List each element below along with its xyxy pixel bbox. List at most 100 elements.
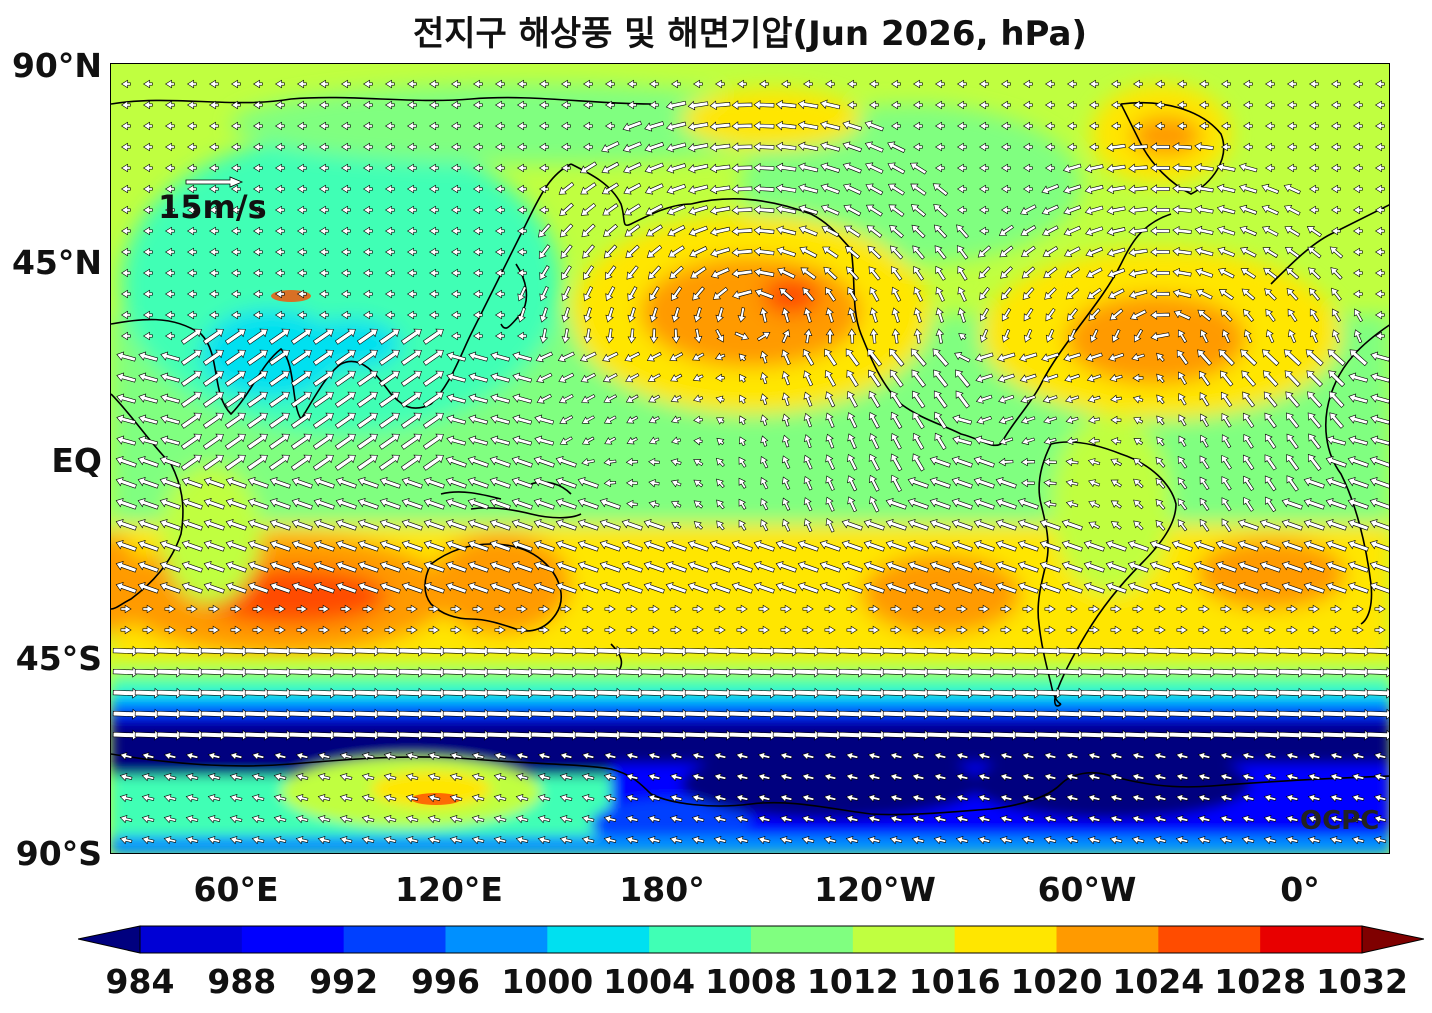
- wind-vector-arrow: [143, 100, 153, 110]
- wind-vector-arrow: [1212, 708, 1240, 720]
- wind-vector-arrow: [247, 560, 269, 573]
- wind-vector-arrow: [1347, 560, 1369, 573]
- wind-vector-arrow: [775, 162, 797, 173]
- wind-vector-arrow: [1023, 121, 1033, 131]
- wind-vector-arrow: [1043, 751, 1057, 761]
- wind-vector-arrow: [269, 539, 291, 552]
- wind-vector-arrow: [222, 645, 250, 657]
- wind-vector-arrow: [1017, 560, 1039, 573]
- wind-vector-arrow: [1156, 436, 1165, 447]
- wind-vector-arrow: [385, 310, 395, 320]
- wind-vector-arrow: [533, 560, 555, 573]
- wind-vector-arrow: [341, 268, 351, 278]
- wind-vector-arrow: [691, 772, 705, 782]
- wind-vector-arrow: [1265, 121, 1275, 131]
- wind-vector-arrow: [1215, 581, 1237, 594]
- wind-vector-arrow: [838, 729, 866, 741]
- wind-vector-arrow: [1198, 625, 1210, 635]
- wind-vector-arrow: [180, 349, 202, 366]
- wind-vector-arrow: [1366, 645, 1389, 657]
- wind-vector-arrow: [539, 100, 549, 110]
- wind-vector-arrow: [1064, 373, 1080, 383]
- wind-vector-arrow: [1039, 518, 1061, 531]
- wind-vector-arrow: [1375, 142, 1385, 152]
- wind-vector-arrow: [581, 751, 595, 761]
- colorbar-bin: [241, 926, 345, 953]
- colorbar-tick-label: 992: [309, 962, 379, 1001]
- wind-vector-arrow: [665, 100, 687, 111]
- wind-vector-arrow: [648, 265, 662, 280]
- wind-vector-arrow: [1080, 708, 1108, 720]
- wind-vector-arrow: [735, 835, 749, 845]
- wind-vector-arrow: [231, 226, 241, 236]
- wind-vector-arrow: [318, 604, 330, 614]
- wind-vector-arrow: [797, 539, 819, 552]
- wind-vector-arrow: [692, 625, 704, 635]
- wind-vector-arrow: [644, 162, 664, 174]
- wind-vector-arrow: [1322, 687, 1350, 699]
- wind-vector-arrow: [1177, 79, 1187, 89]
- wind-vector-arrow: [825, 286, 837, 302]
- wind-vector-arrow: [602, 372, 618, 383]
- wind-vector-arrow: [363, 205, 373, 215]
- wind-vector-arrow: [643, 560, 665, 573]
- wind-vector-arrow: [1067, 328, 1077, 343]
- wind-vector-arrow: [706, 645, 734, 657]
- wind-vector-arrow: [957, 121, 967, 131]
- wind-vector-arrow: [406, 625, 418, 635]
- wind-vector-arrow: [1065, 814, 1079, 824]
- wind-vector-arrow: [335, 518, 357, 531]
- wind-vector-arrow: [1176, 349, 1189, 366]
- wind-vector-arrow: [384, 625, 396, 635]
- wind-vector-arrow: [825, 307, 834, 323]
- wind-vector-arrow: [713, 751, 727, 761]
- wind-vector-arrow: [423, 476, 445, 489]
- wind-vector-arrow: [1017, 539, 1039, 552]
- wind-vector-arrow: [1243, 412, 1255, 429]
- wind-vector-arrow: [1331, 287, 1342, 301]
- wind-vector-arrow: [907, 476, 929, 489]
- wind-vector-arrow: [889, 814, 903, 824]
- wind-vector-arrow: [429, 142, 439, 152]
- wind-vector-arrow: [429, 310, 439, 320]
- wind-vector-arrow: [781, 349, 791, 366]
- wind-vector-arrow: [621, 560, 643, 573]
- wind-vector-arrow: [401, 581, 423, 594]
- wind-vector-arrow: [159, 518, 181, 531]
- wind-vector-arrow: [1219, 751, 1233, 761]
- wind-vector-arrow: [824, 604, 836, 614]
- wind-vector-arrow: [181, 581, 203, 594]
- wind-vector-arrow: [992, 729, 1020, 741]
- wind-vector-arrow: [780, 604, 792, 614]
- wind-vector-arrow: [1014, 729, 1042, 741]
- wind-vector-arrow: [164, 625, 176, 635]
- wind-vector-arrow: [319, 310, 329, 320]
- wind-vector-arrow: [583, 79, 593, 89]
- wind-vector-arrow: [671, 79, 681, 89]
- wind-vector-arrow: [494, 625, 506, 635]
- wind-vector-arrow: [716, 417, 725, 425]
- map-title: 전지구 해상풍 및 해면기압(Jun 2026, hPa): [412, 14, 1088, 54]
- wind-vector-arrow: [310, 708, 338, 720]
- wind-vector-arrow: [138, 435, 159, 446]
- wind-vector-arrow: [1375, 289, 1385, 299]
- wind-vector-arrow: [1375, 184, 1385, 194]
- wind-vector-arrow: [449, 772, 463, 782]
- wind-vector-arrow: [310, 729, 338, 741]
- wind-vector-arrow: [1020, 457, 1036, 467]
- wind-vector-arrow: [889, 751, 903, 761]
- wind-vector-arrow: [625, 835, 639, 845]
- wind-vector-arrow: [782, 497, 791, 511]
- wind-vector-arrow: [361, 814, 375, 824]
- wind-vector-arrow: [209, 247, 219, 257]
- wind-vector-arrow: [864, 141, 884, 153]
- wind-vector-arrow: [1087, 814, 1101, 824]
- wind-vector-arrow: [405, 751, 419, 761]
- wind-vector-arrow: [772, 708, 800, 720]
- wind-vector-arrow: [1109, 373, 1123, 383]
- wind-vector-arrow: [693, 521, 704, 530]
- wind-vector-arrow: [979, 184, 989, 194]
- wind-vector-arrow: [400, 412, 422, 429]
- wind-vector-arrow: [1000, 287, 1013, 301]
- wind-vector-arrow: [288, 687, 316, 699]
